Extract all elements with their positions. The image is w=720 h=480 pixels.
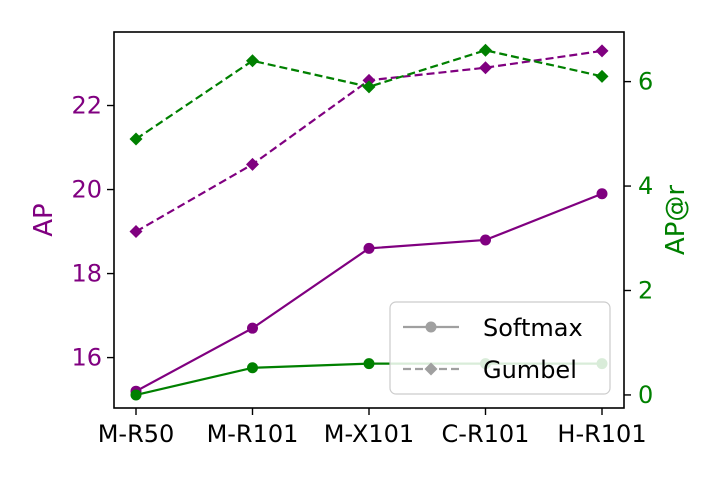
series-0-point	[247, 322, 258, 334]
series-1-point	[479, 61, 492, 75]
right-y-tick-label: 0	[638, 381, 653, 409]
series-3-point	[595, 69, 609, 83]
series-3-point	[129, 132, 143, 146]
right-y-tick-label: 2	[638, 277, 653, 305]
legend-label: Gumbel	[483, 356, 577, 384]
left-y-tick-label: 22	[71, 92, 102, 120]
x-tick-label: M-X101	[324, 420, 414, 448]
x-tick-label: M-R50	[98, 420, 175, 448]
series-1-point	[129, 225, 143, 239]
right-y-tick-label: 6	[638, 68, 653, 96]
series-3-point	[362, 80, 376, 94]
left-y-tick-label: 18	[71, 260, 102, 288]
series-0-point	[596, 188, 608, 200]
legend-marker	[425, 321, 437, 333]
x-tick-label: C-R101	[442, 420, 530, 448]
series-3-point	[246, 54, 259, 68]
series-2-point	[247, 362, 258, 374]
series-3-point	[479, 43, 492, 57]
legend-label: Softmax	[483, 314, 583, 342]
series-1-point	[246, 157, 259, 171]
series-0-point	[480, 234, 491, 246]
x-tick-label: H-R101	[557, 420, 646, 448]
series-0-point	[363, 242, 375, 254]
series-2-point	[363, 358, 375, 370]
x-tick-label: M-R101	[207, 420, 299, 448]
legend-marker	[424, 362, 438, 376]
legend-box	[389, 301, 611, 395]
left-y-tick-label: 16	[71, 344, 102, 372]
left-y-axis-label: AP	[29, 203, 59, 236]
right-y-axis-label: AP@r	[661, 185, 691, 255]
series-2-point	[130, 389, 142, 401]
series-1-point	[362, 73, 376, 87]
series-3-line	[135, 49, 603, 140]
left-y-tick-label: 20	[71, 176, 102, 204]
series-1-point	[595, 44, 609, 58]
right-y-tick-label: 4	[638, 172, 653, 200]
